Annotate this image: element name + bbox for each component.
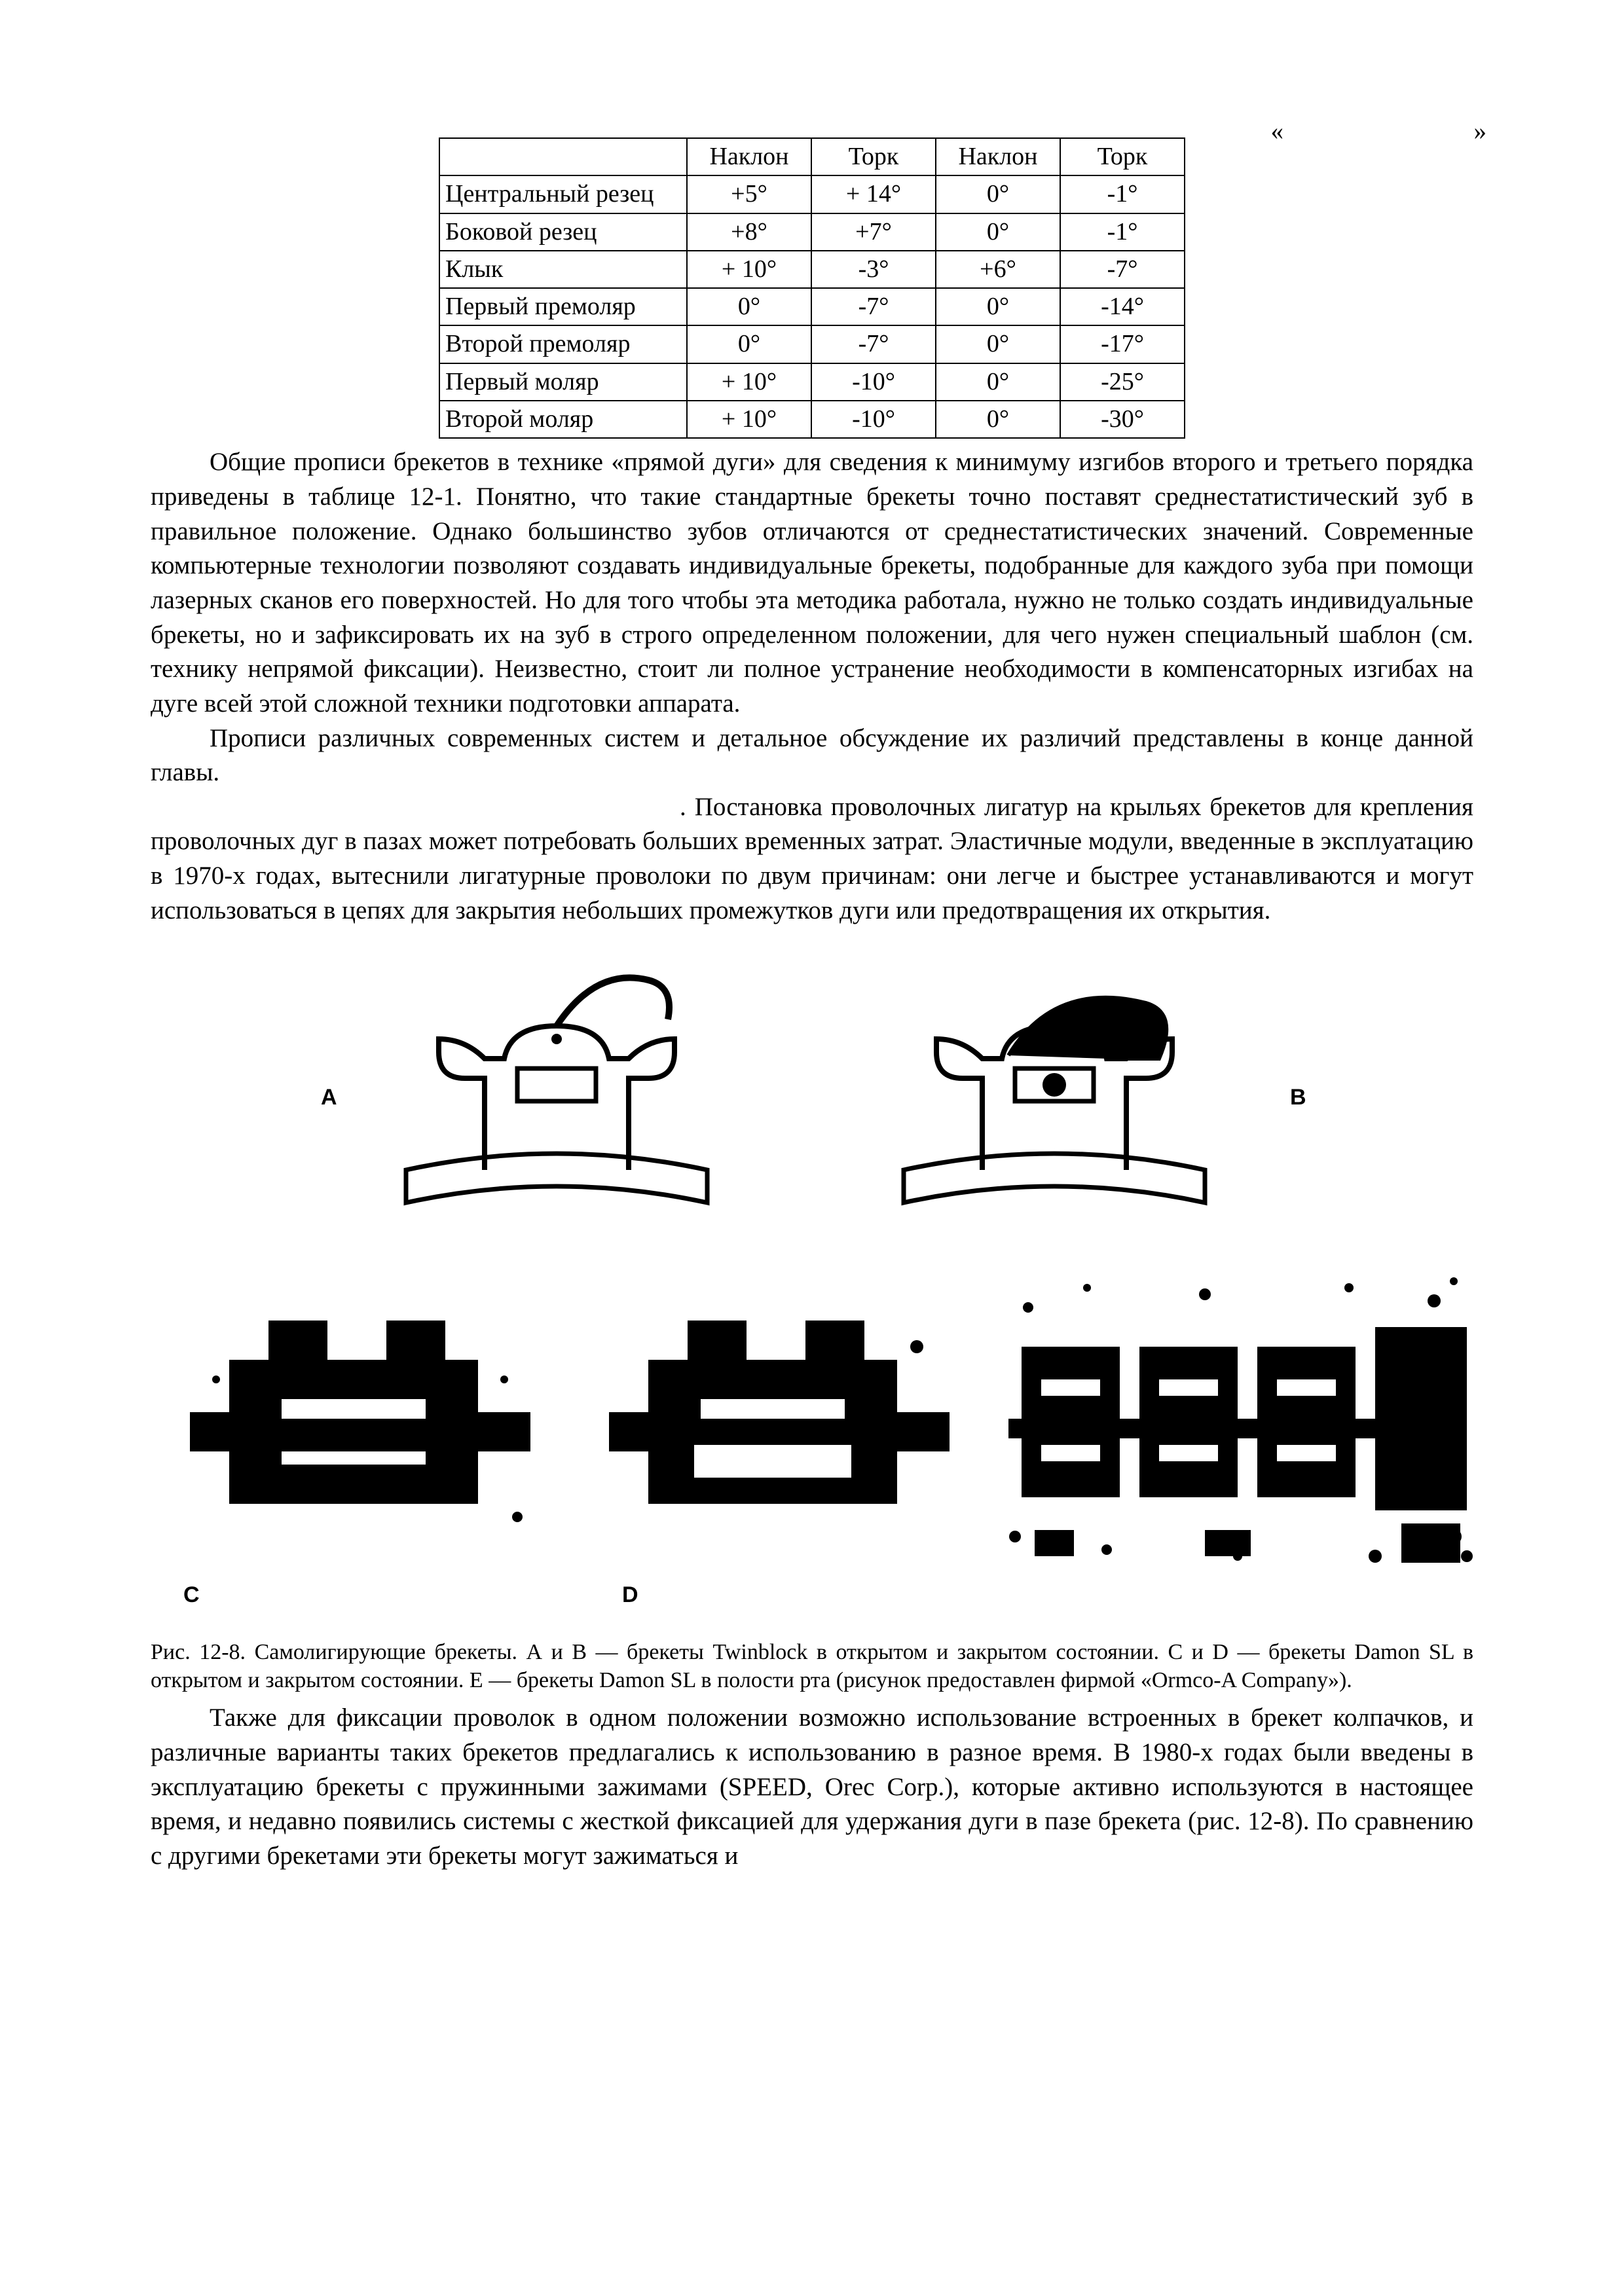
- table-cell: 0°: [687, 325, 811, 363]
- table-cell: +8°: [687, 213, 811, 251]
- table-row: Первый моляр + 10° -10° 0° -25°: [439, 363, 1185, 401]
- table-cell: Клык: [439, 251, 687, 288]
- table-cell: -25°: [1060, 363, 1185, 401]
- table-cell: Первый моляр: [439, 363, 687, 401]
- quote-open: «: [1271, 115, 1284, 149]
- figure-label-b: B: [1290, 1085, 1306, 1110]
- table-cell: -3°: [811, 251, 936, 288]
- table-header-cell: Торк: [811, 138, 936, 175]
- p3-body: Постановка проволочных лигатур на крылья…: [151, 793, 1473, 924]
- table-cell: -17°: [1060, 325, 1185, 363]
- table-cell: +6°: [936, 251, 1060, 288]
- table-cell: 0°: [936, 288, 1060, 325]
- table-cell: -10°: [811, 401, 936, 438]
- figure-label-d: D: [622, 1582, 638, 1607]
- table-cell: Второй моляр: [439, 401, 687, 438]
- table-cell: +5°: [687, 175, 811, 213]
- figure-caption: Рис. 12-8. Самолигирующие брекеты. А и В…: [151, 1639, 1473, 1694]
- figure-label-a: A: [321, 1085, 337, 1110]
- table-cell: -7°: [811, 288, 936, 325]
- table-header-row: Наклон Торк Наклон Торк: [439, 138, 1185, 175]
- table-row: Центральный резец +5° + 14° 0° -1°: [439, 175, 1185, 213]
- table-cell: 0°: [936, 325, 1060, 363]
- table-cell: -7°: [1060, 251, 1185, 288]
- table-cell: + 10°: [687, 363, 811, 401]
- quote-close: »: [1474, 115, 1487, 149]
- table-header-cell: Торк: [1060, 138, 1185, 175]
- table-cell: Второй премоляр: [439, 325, 687, 363]
- p3-dot: .: [680, 793, 695, 821]
- table-header-cell: [439, 138, 687, 175]
- table-row: Второй моляр + 10° -10° 0° -30°: [439, 401, 1185, 438]
- figure-label-c: C: [183, 1582, 200, 1607]
- paragraph-4: Также для фиксации проволок в одном поло…: [151, 1701, 1473, 1873]
- table-cell: Первый премоляр: [439, 288, 687, 325]
- table-cell: -1°: [1060, 175, 1185, 213]
- table-cell: +7°: [811, 213, 936, 251]
- table-cell: Центральный резец: [439, 175, 687, 213]
- table-cell: 0°: [936, 213, 1060, 251]
- table-cell: Боковой резец: [439, 213, 687, 251]
- table-cell: + 10°: [687, 401, 811, 438]
- paragraph-2: Прописи различных современных систем и д…: [151, 721, 1473, 790]
- table-row: Второй премоляр 0° -7° 0° -17°: [439, 325, 1185, 363]
- paragraph-3: . Постановка проволочных лигатур на крыл…: [151, 790, 1473, 928]
- table-row: Боковой резец +8° +7° 0° -1°: [439, 213, 1185, 251]
- table-cell: 0°: [936, 401, 1060, 438]
- table-cell: -30°: [1060, 401, 1185, 438]
- table-cell: -14°: [1060, 288, 1185, 325]
- table-cell: -1°: [1060, 213, 1185, 251]
- table-cell: 0°: [936, 363, 1060, 401]
- table-cell: 0°: [687, 288, 811, 325]
- table-cell: -7°: [811, 325, 936, 363]
- table-cell: + 10°: [687, 251, 811, 288]
- table-header-cell: Наклон: [936, 138, 1060, 175]
- table-cell: -10°: [811, 363, 936, 401]
- prescription-table: Наклон Торк Наклон Торк Центральный резе…: [439, 137, 1185, 439]
- table-cell: + 14°: [811, 175, 936, 213]
- figure-12-8: A B: [151, 941, 1473, 1635]
- table-row: Клык + 10° -3° +6° -7°: [439, 251, 1185, 288]
- table-row: Первый премоляр 0° -7° 0° -14°: [439, 288, 1185, 325]
- table-header-cell: Наклон: [687, 138, 811, 175]
- table-cell: 0°: [936, 175, 1060, 213]
- paragraph-1: Общие прописи брекетов в технике «прямой…: [151, 445, 1473, 721]
